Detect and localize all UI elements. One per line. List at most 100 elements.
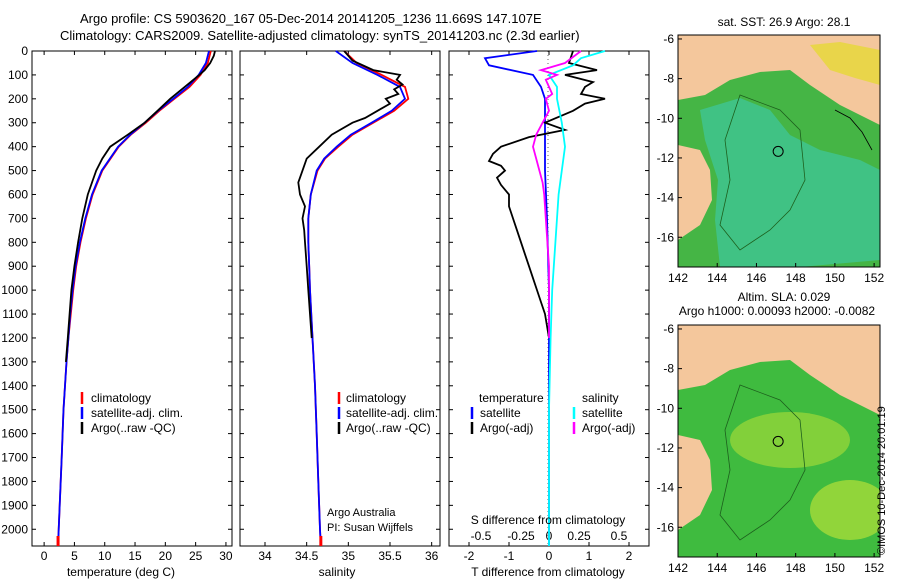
map-x-tick-label: 152 xyxy=(864,271,884,285)
map-y-tick-label: -8 xyxy=(663,72,674,86)
x-tick-label: 36 xyxy=(425,549,439,563)
series-line-s-satellite xyxy=(547,50,606,546)
salinity-x-ticks: 34 34.5 35 35.5 36 xyxy=(258,51,439,563)
difference-xlabel-top: S difference from climatology xyxy=(471,513,626,527)
x-tick-label: 0 xyxy=(41,549,48,563)
legend-label-satellite: satellite-adj. clim. xyxy=(346,406,438,420)
difference-legend: temperature salinity satellite Argo(-adj… xyxy=(470,391,635,435)
map-y-tick-label: -6 xyxy=(663,322,674,336)
depth-axis-ticks: 0 100 200 300 400 500 600 700 800 900 1000 1100 1200… xyxy=(1,44,232,536)
legend-label-t-satellite: satellite xyxy=(480,406,521,420)
warm-water-region xyxy=(700,98,880,267)
title-line-2: Climatology: CARS2009. Satellite-adjuste… xyxy=(60,28,580,43)
map-x-tick-label: 142 xyxy=(668,271,688,285)
series-line-argo-raw-qc- xyxy=(65,50,216,362)
map-x-tick-label: 146 xyxy=(746,561,766,575)
sst-map-ticks: 142 144 146 148 150 152 -6 -8 -10 -12 -14 -16 xyxy=(657,32,885,285)
depth-tick-label: 1700 xyxy=(1,451,28,465)
depth-tick-label: 1300 xyxy=(1,355,28,369)
x-tick-top-label: 0.5 xyxy=(611,529,628,543)
map-x-tick-label: 142 xyxy=(668,561,688,575)
difference-series xyxy=(449,50,649,546)
depth-tick-label: 200 xyxy=(8,92,28,106)
map-y-tick-label: -12 xyxy=(657,151,675,165)
high-sla-region xyxy=(730,412,850,468)
sla-map-subtitle: Argo h1000: 0.00093 h2000: -0.0082 xyxy=(679,304,875,318)
depth-tick-label: 1200 xyxy=(1,331,28,345)
x-tick-label: 25 xyxy=(189,549,203,563)
difference-xlabel-bottom: T difference from climatology xyxy=(471,565,625,579)
temperature-xlabel: temperature (deg C) xyxy=(67,565,175,579)
map-y-tick-label: -16 xyxy=(657,230,675,244)
map-x-tick-label: 148 xyxy=(786,271,806,285)
map-y-tick-label: -14 xyxy=(657,191,675,205)
salinity-legend: climatology satellite-adj. clim. Argo(..… xyxy=(337,391,438,435)
depth-tick-label: 1500 xyxy=(1,403,28,417)
sla-map-frame xyxy=(677,324,881,558)
map-y-tick-label: -14 xyxy=(657,481,675,495)
map-y-tick-label: -10 xyxy=(657,401,675,415)
legend-label-climatology: climatology xyxy=(91,391,151,405)
legend-label-s-argo: Argo(-adj) xyxy=(582,421,635,435)
depth-tick-label: 1600 xyxy=(1,427,28,441)
sst-map-frame xyxy=(677,34,881,268)
series-line-satellite-adj-clim- xyxy=(307,50,407,547)
x-tick-label: 35 xyxy=(342,549,356,563)
x-tick-label: 10 xyxy=(98,549,112,563)
imos-timestamp: ©IMOS 10-Dec-2014 20:01:19 xyxy=(876,406,888,555)
map-y-tick-label: -6 xyxy=(663,32,674,46)
salinity-panel: 34 34.5 35 35.5 36 salinity climatology sate… xyxy=(239,50,441,579)
series-line-argo-raw-qc- xyxy=(297,50,405,339)
x-tick-label: 5 xyxy=(71,549,78,563)
sla-map-ticks: 142 144 146 148 150 152 -6 -8 -10 -12 -14 -16 xyxy=(657,322,885,575)
map-y-tick-label: -12 xyxy=(657,441,675,455)
depth-tick-label: 700 xyxy=(8,211,28,225)
series-line-satellite-adj-clim- xyxy=(57,50,210,547)
map-y-tick-label: -10 xyxy=(657,111,675,125)
title-line-1: Argo profile: CS 5903620_167 05-Dec-2014… xyxy=(80,11,542,26)
x-tick-label: 0 xyxy=(546,549,553,563)
depth-tick-label: 2000 xyxy=(1,522,28,536)
hot-region xyxy=(810,42,880,85)
salinity-series xyxy=(240,50,440,547)
sst-map: sat. SST: 26.9 Argo: 28.1 142 144 146 148 15… xyxy=(657,15,885,285)
annotation-pi: PI: Susan Wijffels xyxy=(327,522,413,534)
legend-header-salinity: salinity xyxy=(582,391,619,405)
difference-x-ticks: -2 -1 0 1 2-0.5 -0.25 0 0.25 0.5 xyxy=(464,51,633,563)
float-position-marker xyxy=(772,145,784,157)
annotation-institution: Argo Australia xyxy=(327,507,396,519)
x-tick-top-label: -0.25 xyxy=(507,529,535,543)
temperature-series xyxy=(56,50,216,547)
depth-tick-label: 800 xyxy=(8,235,28,249)
depth-tick-label: 400 xyxy=(8,140,28,154)
map-y-tick-label: -8 xyxy=(663,362,674,376)
depth-tick-label: 1900 xyxy=(1,498,28,512)
x-tick-label: 1 xyxy=(586,549,593,563)
bathymetry-contour xyxy=(719,94,806,251)
legend-label-argo: Argo(..raw -QC) xyxy=(346,421,431,435)
temperature-legend: climatology satellite-adj. clim. Argo(..… xyxy=(80,391,183,435)
map-x-tick-label: 150 xyxy=(825,561,845,575)
x-tick-label: 15 xyxy=(128,549,142,563)
legend-label-argo: Argo(..raw -QC) xyxy=(91,421,176,435)
salinity-xlabel: salinity xyxy=(319,565,356,579)
legend-label-satellite: satellite-adj. clim. xyxy=(91,406,183,420)
x-tick-label: 2 xyxy=(626,549,633,563)
sst-map-title: sat. SST: 26.9 Argo: 28.1 xyxy=(718,15,851,29)
legend-label-climatology: climatology xyxy=(346,391,406,405)
map-x-tick-label: 150 xyxy=(825,271,845,285)
legend-header-temperature: temperature xyxy=(479,391,544,405)
depth-tick-label: 300 xyxy=(8,116,28,130)
map-x-tick-label: 144 xyxy=(707,561,727,575)
x-tick-top-label: 0.25 xyxy=(567,529,591,543)
bathymetry-contour xyxy=(719,384,806,541)
depth-tick-label: 0 xyxy=(21,44,28,58)
float-position-marker xyxy=(772,435,784,447)
legend-label-s-satellite: satellite xyxy=(582,406,623,420)
map-x-tick-label: 146 xyxy=(746,271,766,285)
map-x-tick-label: 152 xyxy=(864,561,884,575)
map-x-tick-label: 148 xyxy=(786,561,806,575)
depth-tick-label: 1400 xyxy=(1,379,28,393)
series-line-s-argo-adj- xyxy=(532,50,582,338)
